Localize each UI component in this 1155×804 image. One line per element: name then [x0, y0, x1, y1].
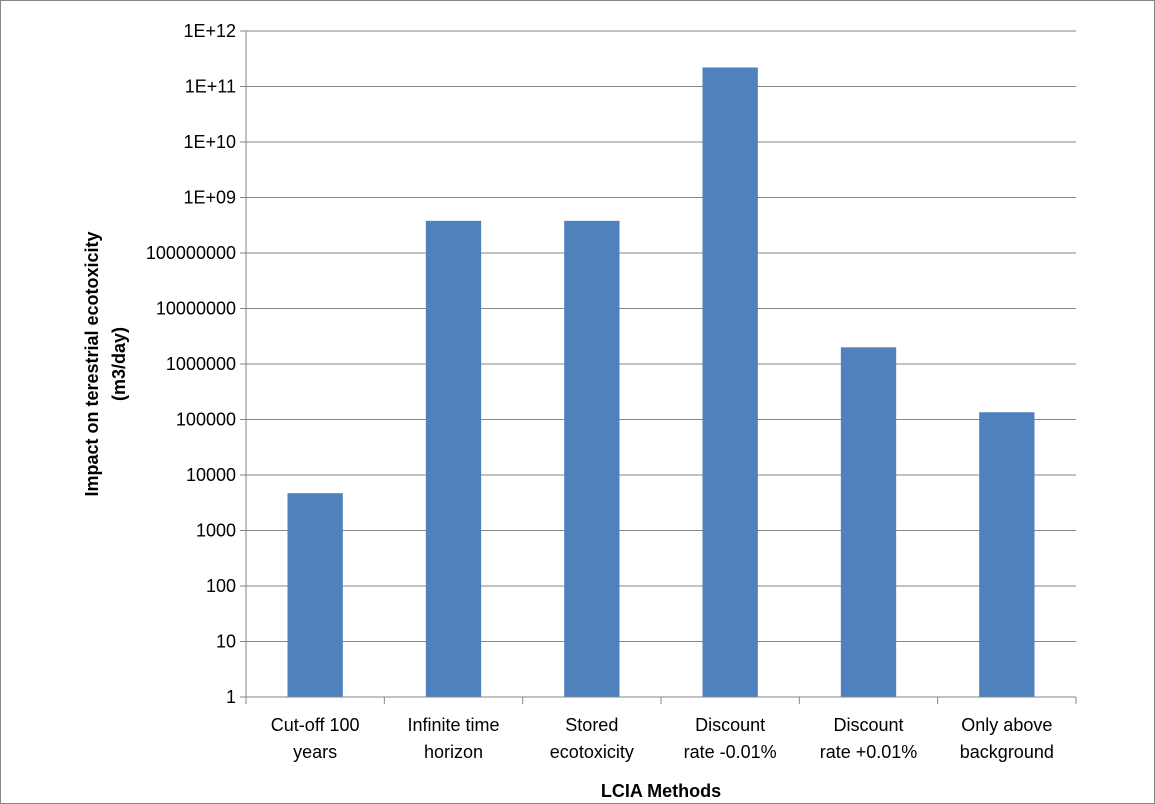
- y-tick-label: 100: [206, 576, 236, 596]
- bar: [702, 67, 758, 697]
- y-tick-label: 1000: [196, 521, 236, 541]
- y-tick-label: 1E+12: [183, 21, 236, 41]
- y-axis-title: Impact on terestrial ecotoxicity (m3/day): [82, 231, 129, 496]
- y-tick-label: 10: [216, 632, 236, 652]
- y-tick-label: 10000: [186, 465, 236, 485]
- x-tick-label: Discount rate +0.01%: [820, 715, 918, 762]
- y-tick-labels: 1 10 100 1000 10000 100000 1000000 10000000 1000…: [146, 21, 236, 707]
- bar: [840, 347, 897, 697]
- axes: [240, 30, 1077, 704]
- y-tick-label: 100000000: [146, 243, 236, 263]
- axis-titles: LCIA Methods Impact on terestrial ecotoxi…: [82, 231, 721, 801]
- bar: [564, 220, 620, 697]
- y-tick-label: 1E+11: [185, 77, 236, 97]
- x-tick-label: Cut-off 100 years: [271, 715, 360, 762]
- bar: [979, 412, 1035, 697]
- x-tick-label: Discount rate -0.01%: [684, 715, 777, 762]
- x-tick-label: Infinite time horizon: [407, 715, 499, 762]
- y-tick-label: 100000: [176, 410, 236, 430]
- y-tick-label: 1000000: [166, 354, 236, 374]
- x-tick-label: Stored ecotoxicity: [550, 715, 634, 762]
- x-tick-labels: Cut-off 100 years Infinite time horizon Stor…: [271, 715, 1054, 762]
- y-tick-label: 10000000: [156, 299, 236, 319]
- x-tick-label: Only above background: [960, 715, 1054, 762]
- bars: [287, 67, 1035, 697]
- y-tick-label: 1E+09: [183, 188, 236, 208]
- x-axis-title: LCIA Methods: [601, 781, 721, 801]
- gridlines: [246, 30, 1076, 642]
- bar: [287, 493, 343, 697]
- bar: [425, 220, 482, 697]
- y-tick-label: 1E+10: [183, 132, 236, 152]
- y-tick-label: 1: [226, 687, 236, 707]
